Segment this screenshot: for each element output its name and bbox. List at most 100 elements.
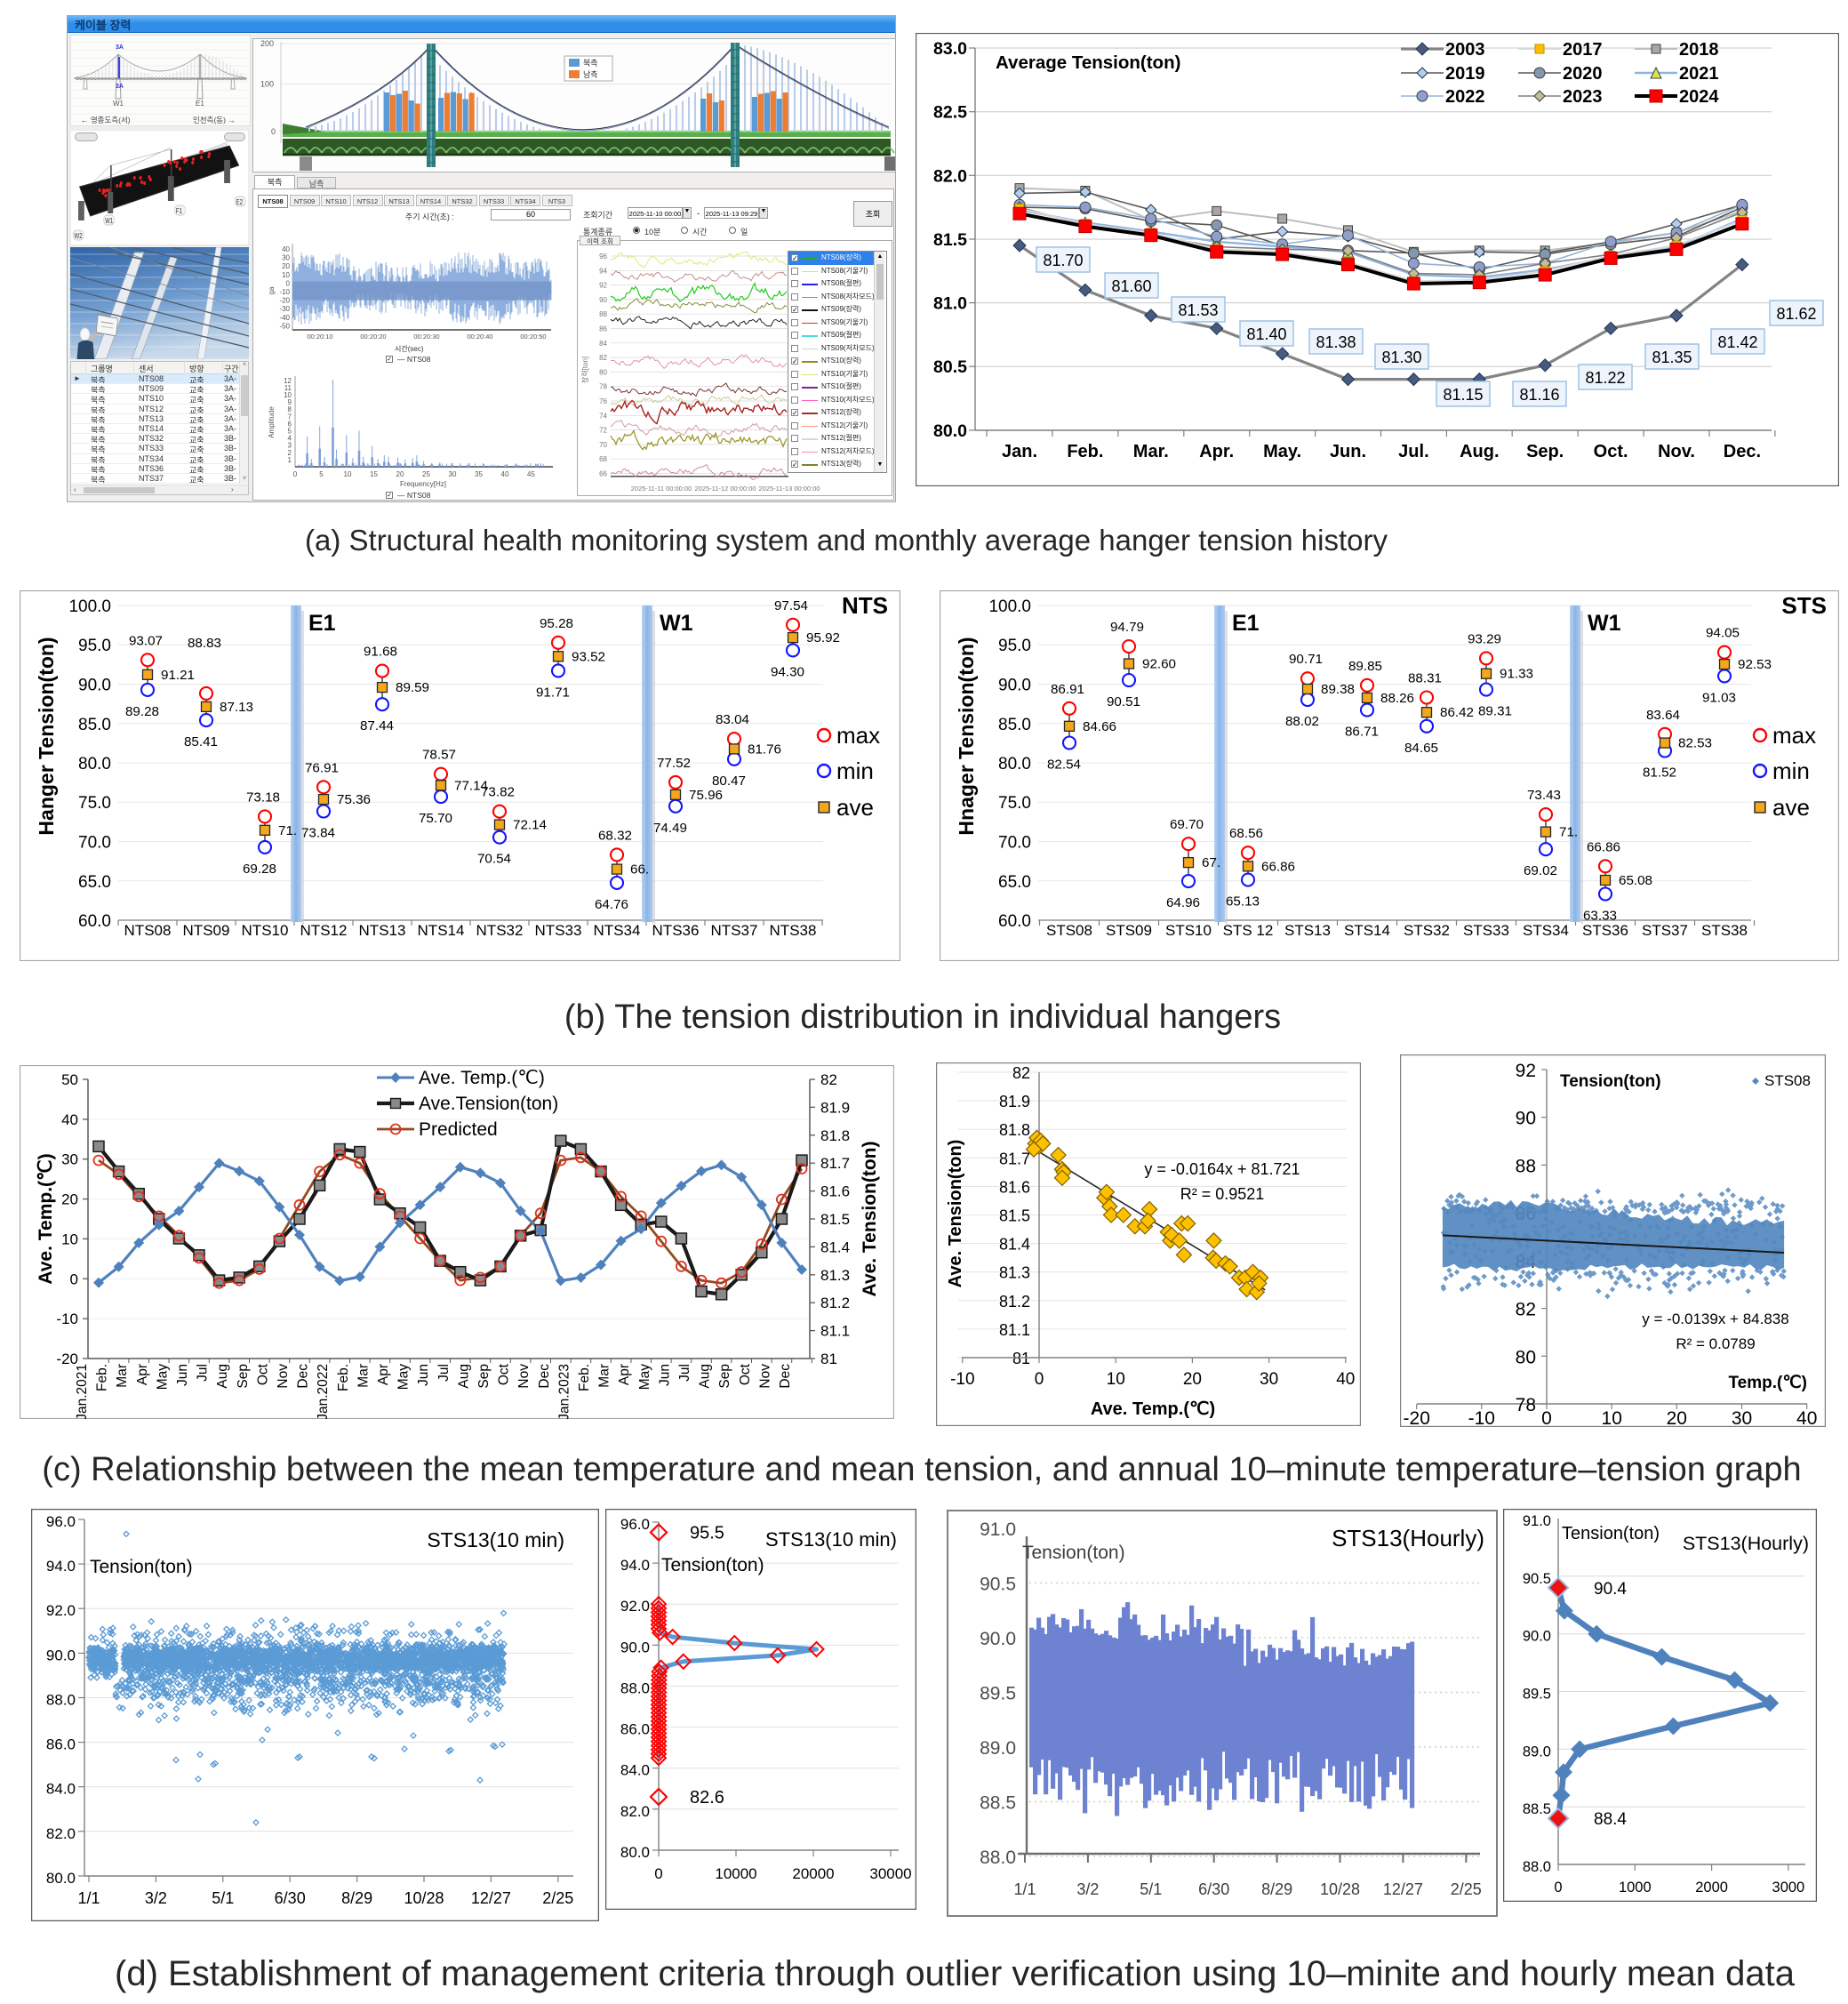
svg-text:10: 10 (344, 470, 352, 478)
svg-text:81.6: 81.6 (820, 1183, 850, 1200)
svg-text:Sep: Sep (476, 1364, 492, 1389)
svg-text:NTS09: NTS09 (183, 922, 230, 939)
svg-text:10: 10 (282, 271, 290, 279)
svg-text:81.1: 81.1 (999, 1321, 1030, 1339)
svg-text:00:20:20: 00:20:20 (360, 333, 386, 341)
svg-text:3/2: 3/2 (145, 1889, 167, 1907)
svg-text:-10: -10 (1468, 1408, 1495, 1427)
svg-text:Dec: Dec (778, 1364, 793, 1389)
svg-text:7: 7 (288, 413, 292, 421)
svg-text:87.13: 87.13 (220, 700, 253, 715)
svg-text:93.52: 93.52 (572, 649, 605, 664)
svg-text:94.30: 94.30 (771, 664, 804, 679)
svg-text:W1: W1 (1588, 611, 1621, 636)
svg-text:81.8: 81.8 (999, 1121, 1030, 1139)
svg-text:94.0: 94.0 (620, 1557, 650, 1574)
svg-text:3000: 3000 (1772, 1880, 1805, 1896)
svg-text:-20: -20 (1404, 1408, 1430, 1427)
svg-text:-50: -50 (279, 322, 290, 330)
svg-text:Ave. Tension(ton): Ave. Tension(ton) (860, 1142, 880, 1297)
svg-text:93.29: 93.29 (1468, 631, 1501, 646)
svg-text:64.76: 64.76 (595, 897, 628, 912)
svg-text:88.0: 88.0 (620, 1680, 650, 1697)
svg-text:5: 5 (288, 428, 292, 436)
svg-text:90.0: 90.0 (78, 677, 111, 695)
svg-text:NTS14: NTS14 (418, 922, 465, 939)
svg-text:80.5: 80.5 (933, 357, 967, 377)
svg-text:95.0: 95.0 (78, 637, 111, 655)
svg-text:-30: -30 (279, 305, 290, 313)
svg-text:90.0: 90.0 (46, 1647, 76, 1663)
svg-text:89.0: 89.0 (1523, 1743, 1551, 1760)
svg-text:Jun: Jun (175, 1364, 190, 1386)
svg-text:1: 1 (288, 456, 292, 464)
svg-text:72.14: 72.14 (513, 818, 547, 833)
svg-text:86.42: 86.42 (1440, 705, 1474, 720)
svg-text:66.: 66. (630, 862, 649, 878)
svg-text:80.0: 80.0 (46, 1870, 76, 1887)
svg-text:90.4: 90.4 (1594, 1580, 1627, 1599)
svg-text:30: 30 (449, 470, 457, 478)
svg-text:88: 88 (599, 310, 607, 318)
svg-text:W2: W2 (75, 232, 83, 240)
svg-text:00:20:50: 00:20:50 (520, 333, 546, 341)
svg-text:NTS10: NTS10 (242, 922, 289, 939)
svg-text:80.47: 80.47 (712, 774, 746, 789)
svg-text:Average Tension(ton): Average Tension(ton) (996, 52, 1180, 73)
svg-text:Dec.: Dec. (1724, 442, 1761, 461)
svg-text:92.0: 92.0 (620, 1598, 650, 1615)
svg-text:12: 12 (284, 377, 292, 385)
svg-text:200: 200 (260, 39, 274, 48)
svg-text:May.: May. (1263, 442, 1301, 461)
svg-text:80: 80 (599, 368, 607, 376)
svg-text:Mar: Mar (597, 1364, 612, 1388)
svg-text:Feb.: Feb. (336, 1364, 351, 1391)
svg-text:95.28: 95.28 (540, 616, 573, 631)
svg-text:95.0: 95.0 (998, 637, 1031, 655)
svg-text:Mar.: Mar. (1133, 442, 1169, 461)
svg-text:Jan.2023: Jan.2023 (556, 1364, 572, 1419)
svg-text:10: 10 (284, 391, 292, 399)
svg-text:2/25: 2/25 (542, 1889, 573, 1907)
svg-text:2025-11-11 00:00:00: 2025-11-11 00:00:00 (631, 485, 692, 493)
svg-text:E1: E1 (308, 611, 336, 636)
svg-text:75.36: 75.36 (337, 792, 371, 807)
svg-text:81.8: 81.8 (820, 1127, 850, 1144)
svg-text:Dec: Dec (296, 1364, 311, 1389)
svg-text:Feb.: Feb. (95, 1364, 110, 1391)
svg-text:81.53: 81.53 (1178, 301, 1218, 319)
svg-text:94: 94 (599, 267, 607, 275)
svg-text:F1: F1 (176, 207, 182, 215)
svg-text:80.0: 80.0 (78, 755, 111, 774)
svg-text:96.0: 96.0 (620, 1516, 650, 1533)
svg-text:30000: 30000 (869, 1865, 911, 1882)
svg-text:Oct: Oct (255, 1363, 270, 1385)
svg-text:2017: 2017 (1563, 40, 1603, 60)
svg-text:83.0: 83.0 (933, 39, 967, 59)
svg-text:73.18: 73.18 (246, 790, 280, 805)
svg-text:94.0: 94.0 (46, 1558, 76, 1575)
svg-text:20: 20 (1667, 1408, 1687, 1427)
svg-text:R² = 0.0789: R² = 0.0789 (1676, 1335, 1755, 1352)
svg-text:90.0: 90.0 (998, 677, 1031, 695)
svg-text:Ave. Temp.(℃): Ave. Temp.(℃) (419, 1068, 545, 1088)
svg-text:63.33: 63.33 (1583, 909, 1617, 924)
svg-text:3: 3 (288, 442, 292, 450)
svg-text:NTS12: NTS12 (300, 922, 348, 939)
svg-text:81.70: 81.70 (1043, 252, 1083, 269)
svg-text:12/27: 12/27 (1383, 1880, 1423, 1898)
svg-text:May: May (637, 1364, 652, 1391)
svg-text:81.52: 81.52 (1643, 766, 1676, 781)
svg-text:-10: -10 (950, 1370, 974, 1389)
svg-text:0: 0 (70, 1271, 78, 1287)
svg-text:Feb.: Feb. (1067, 442, 1103, 461)
svg-text:Jan.: Jan. (1002, 442, 1037, 461)
svg-text:74: 74 (599, 412, 607, 420)
svg-text:STS10: STS10 (1165, 922, 1212, 939)
svg-text:STS32: STS32 (1404, 922, 1450, 939)
svg-text:66.86: 66.86 (1261, 859, 1295, 874)
svg-text:8/29: 8/29 (1261, 1880, 1292, 1898)
svg-text:81.4: 81.4 (820, 1238, 850, 1255)
svg-text:40: 40 (501, 470, 509, 478)
svg-text:Jul: Jul (196, 1364, 211, 1382)
